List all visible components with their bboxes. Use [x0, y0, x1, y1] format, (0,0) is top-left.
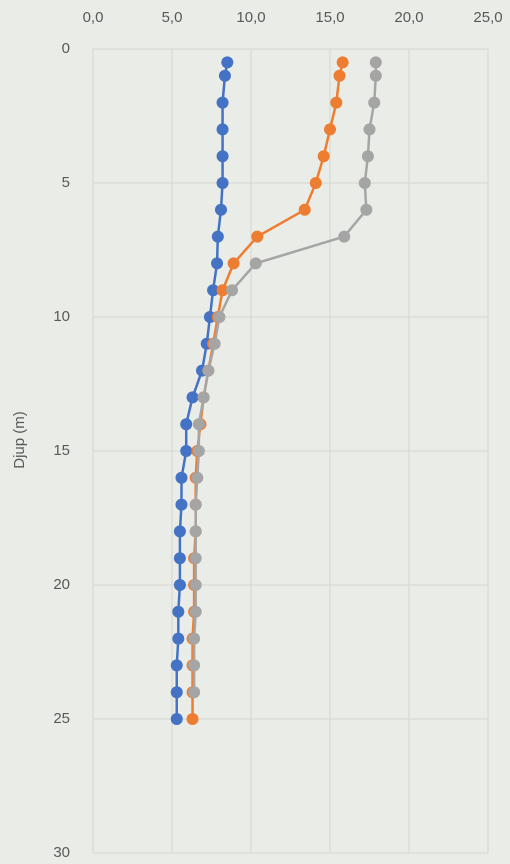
- data-point: [358, 177, 371, 189]
- data-point: [211, 257, 224, 270]
- data-point: [192, 418, 205, 431]
- data-point: [218, 69, 231, 82]
- data-point: [368, 96, 381, 109]
- y-tick-label: 0: [62, 40, 70, 57]
- y-tick-label: 20: [53, 576, 70, 593]
- data-point: [189, 552, 202, 565]
- y-axis-label: Djup (m): [11, 411, 28, 469]
- data-point: [363, 123, 376, 136]
- data-point: [175, 471, 188, 484]
- x-tick-label: 25,0: [473, 9, 502, 26]
- data-point: [172, 605, 185, 618]
- data-point: [189, 498, 202, 511]
- data-point: [188, 632, 201, 645]
- data-point: [249, 257, 262, 270]
- data-point: [361, 150, 374, 163]
- data-point: [173, 579, 186, 591]
- data-point: [211, 230, 224, 243]
- data-point: [191, 471, 204, 484]
- x-tick-label: 5,0: [162, 9, 183, 26]
- data-point: [360, 203, 373, 216]
- data-point: [197, 391, 210, 404]
- x-tick-label: 15,0: [315, 9, 344, 26]
- data-point: [213, 311, 226, 323]
- y-tick-label: 5: [62, 174, 70, 191]
- data-point: [192, 445, 205, 457]
- data-point: [317, 150, 330, 163]
- data-point: [338, 230, 351, 243]
- data-point: [188, 686, 201, 699]
- data-point: [189, 579, 202, 591]
- data-point: [189, 525, 202, 538]
- data-point: [202, 364, 215, 377]
- data-point: [216, 96, 229, 109]
- data-point: [186, 391, 199, 404]
- x-tick-label: 0,0: [83, 9, 104, 26]
- data-point: [333, 69, 346, 82]
- data-point: [330, 96, 343, 109]
- x-tick-label: 10,0: [236, 9, 265, 26]
- data-point: [180, 445, 193, 457]
- data-point: [309, 177, 322, 189]
- data-point: [170, 659, 183, 672]
- data-point: [186, 713, 199, 725]
- data-point: [216, 177, 229, 189]
- data-point: [175, 498, 188, 511]
- data-point: [216, 150, 229, 163]
- data-point: [172, 632, 185, 645]
- data-point: [324, 123, 336, 136]
- data-point: [216, 284, 229, 297]
- data-point: [180, 418, 193, 431]
- y-tick-label: 10: [53, 308, 70, 325]
- x-tick-label: 20,0: [394, 9, 423, 26]
- data-point: [170, 713, 183, 725]
- y-tick-label: 30: [53, 844, 70, 861]
- data-point: [208, 337, 221, 350]
- data-point: [189, 605, 202, 618]
- data-point: [226, 284, 239, 297]
- data-point: [221, 56, 234, 69]
- data-point: [170, 686, 183, 699]
- y-tick-label: 15: [53, 442, 70, 459]
- data-point: [369, 56, 382, 69]
- data-point: [227, 257, 240, 270]
- data-point: [251, 230, 264, 243]
- y-tick-label: 25: [53, 710, 70, 727]
- data-point: [173, 525, 186, 538]
- data-point: [369, 69, 382, 82]
- data-point: [173, 552, 186, 565]
- data-point: [188, 659, 201, 672]
- data-point: [298, 203, 311, 216]
- data-point: [214, 203, 227, 216]
- data-point: [216, 123, 229, 136]
- data-point: [207, 284, 220, 297]
- data-point: [336, 56, 349, 69]
